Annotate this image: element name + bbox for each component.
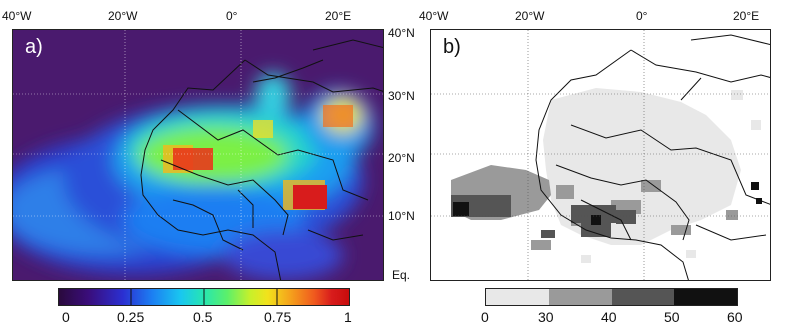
- colorbar-b-segment-1: [486, 289, 549, 305]
- colorbar-b-segment-4: [674, 289, 737, 305]
- colorbar-b-tick-50: 50: [664, 309, 680, 325]
- lat-tick-20n: 20°N: [388, 151, 415, 165]
- colorbar-b-tick-40: 40: [601, 309, 617, 325]
- colorbar-b-tick-0: 0: [481, 309, 489, 325]
- heatmap-a-svg: [13, 30, 383, 280]
- lat-tick-40n: 40°N: [388, 26, 415, 40]
- colorbar-b-tick-30: 30: [538, 309, 554, 325]
- colorbar-a: [58, 288, 350, 306]
- colorbar-a-ticks: [130, 289, 278, 305]
- colorbar-a-tick-1: 1: [344, 309, 352, 325]
- lon-tick-20e-b: 20°E: [733, 9, 760, 23]
- colorbar-a-tick-075: 0.75: [264, 309, 292, 325]
- lon-tick-40w-b: 40°W: [419, 9, 449, 23]
- coastlines-a: [140, 39, 383, 280]
- lat-tick-10n: 10°N: [388, 209, 415, 223]
- class-cells-dark: [451, 195, 636, 238]
- lat-tick-30n: 30°N: [388, 89, 415, 103]
- lon-tick-20w-a: 20°W: [108, 9, 138, 23]
- colorbar-b: [485, 288, 738, 306]
- panel-label-b: b): [443, 36, 461, 58]
- colorbar-b-segment-2: [548, 289, 612, 305]
- panel-label-a: a): [25, 36, 43, 58]
- map-panel-b: b): [430, 29, 771, 281]
- class-cells-black: [453, 182, 762, 225]
- graticule-a: [13, 30, 383, 280]
- lon-tick-0-b: 0°: [636, 9, 648, 23]
- lon-tick-20w-b: 20°W: [515, 9, 545, 23]
- lon-tick-20e-a: 20°E: [325, 9, 352, 23]
- heat-hotspots: [163, 105, 353, 210]
- colorbar-b-tick-60: 60: [727, 309, 743, 325]
- colorbar-b-segment-3: [611, 289, 675, 305]
- lon-tick-40w-a: 40°W: [2, 9, 32, 23]
- map-panel-a: a): [12, 29, 384, 281]
- lon-tick-0-a: 0°: [226, 9, 238, 23]
- lat-tick-eq: Eq.: [392, 268, 411, 282]
- colorbar-a-tick-025: 0.25: [117, 309, 145, 325]
- colorbar-a-tick-05: 0.5: [193, 309, 213, 325]
- coastlines-b: [535, 34, 770, 280]
- graticule-b: [431, 30, 770, 280]
- classes-b-svg: [431, 30, 770, 280]
- colorbar-a-tick-0: 0: [62, 309, 70, 325]
- class-cells-light: [543, 88, 761, 263]
